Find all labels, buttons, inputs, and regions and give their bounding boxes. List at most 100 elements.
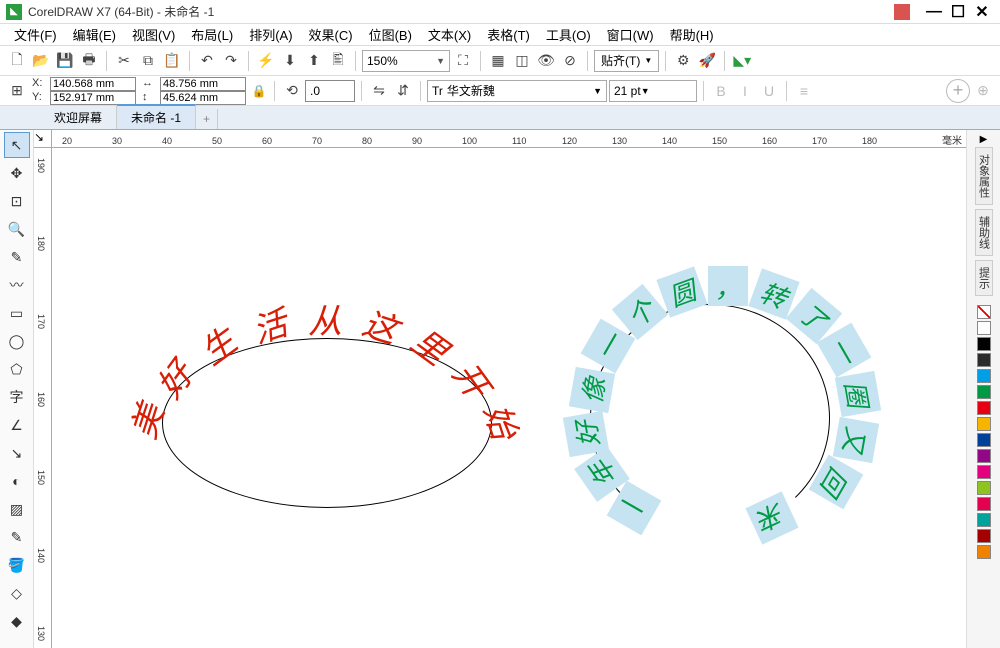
tab-welcome[interactable]: 欢迎屏幕	[40, 106, 117, 129]
pick-tool[interactable]: ↖	[4, 132, 30, 158]
launch-button[interactable]: 🚀	[696, 50, 718, 72]
underline-button[interactable]: U	[758, 80, 780, 102]
save-button[interactable]: 💾	[54, 50, 76, 72]
fill-tool[interactable]: 🪣	[4, 552, 30, 578]
close-button[interactable]: ✕	[970, 2, 994, 22]
lock-ratio-button[interactable]: 🔒	[250, 77, 268, 105]
tab-document[interactable]: 未命名 -1	[117, 104, 196, 129]
tab-add[interactable]: +	[196, 109, 218, 129]
color-swatch[interactable]	[977, 401, 991, 415]
color-swatch[interactable]	[977, 545, 991, 559]
menu-item[interactable]: 表格(T)	[481, 23, 536, 46]
export-button[interactable]: ⬆	[303, 50, 325, 72]
cut-button[interactable]: ✂	[113, 50, 135, 72]
ruler-corner[interactable]: ↘	[34, 130, 52, 148]
shape-tool[interactable]: ✥	[4, 160, 30, 186]
zoom-tool[interactable]: 🔍	[4, 216, 30, 242]
docker-hints[interactable]: 提示	[975, 260, 993, 296]
copy-button[interactable]: ⧉	[137, 50, 159, 72]
color-swatch[interactable]	[977, 385, 991, 399]
property-menu-button[interactable]: ⊕	[972, 80, 994, 102]
color-swatch[interactable]	[977, 369, 991, 383]
fontsize-select[interactable]: 21 pt ▼	[609, 80, 697, 102]
publish-button[interactable]: 🖺	[327, 50, 349, 72]
color-swatch[interactable]	[977, 433, 991, 447]
transparency-tool[interactable]: ▨	[4, 496, 30, 522]
mirror-h-button[interactable]: ⇋	[368, 80, 390, 102]
color-swatch[interactable]	[977, 321, 991, 335]
crop-tool[interactable]: ⊡	[4, 188, 30, 214]
smart-fill-tool[interactable]: ◆	[4, 608, 30, 634]
mirror-v-button[interactable]: ⇵	[392, 80, 414, 102]
color-swatch[interactable]	[977, 465, 991, 479]
rotation-input[interactable]: .0	[305, 80, 355, 102]
x-input[interactable]: 140.568 mm	[50, 77, 136, 91]
undo-button[interactable]: ↶	[196, 50, 218, 72]
path-text-char[interactable]: 圈	[835, 371, 881, 417]
menu-item[interactable]: 文本(X)	[422, 23, 477, 46]
font-select[interactable]: Tr 华文新魏 ▼	[427, 80, 607, 102]
path-text-char[interactable]: 这	[357, 296, 404, 353]
path-text-char[interactable]: ，	[708, 266, 748, 306]
color-swatch[interactable]	[977, 497, 991, 511]
grid-button[interactable]: ▦	[487, 50, 509, 72]
bold-button[interactable]: B	[710, 80, 732, 102]
print-button[interactable]: 🖶	[78, 50, 100, 72]
options-button[interactable]: ⚙	[672, 50, 694, 72]
color-swatch[interactable]	[977, 481, 991, 495]
panel-expand-icon[interactable]: ▶	[980, 134, 988, 145]
color-swatch[interactable]	[977, 337, 991, 351]
minimize-button[interactable]: —	[922, 3, 946, 21]
width-input[interactable]: 48.756 mm	[160, 77, 246, 91]
menu-item[interactable]: 文件(F)	[8, 23, 63, 46]
path-text-char[interactable]: 好	[563, 411, 609, 457]
paste-button[interactable]: 📋	[161, 50, 183, 72]
docker-guidelines[interactable]: 辅助线	[975, 209, 993, 256]
menu-item[interactable]: 工具(O)	[540, 23, 597, 46]
drop-shadow-tool[interactable]: ◐	[4, 468, 30, 494]
path-text-char[interactable]: 像	[569, 367, 615, 413]
canvas[interactable]: 美好生活从这里开始像一个圆，转了一圈又回来一年好	[52, 148, 966, 648]
redo-button[interactable]: ↷	[220, 50, 242, 72]
app-launcher-button[interactable]: ◣▾	[731, 50, 753, 72]
menu-item[interactable]: 排列(A)	[243, 23, 298, 46]
menu-item[interactable]: 效果(C)	[303, 23, 359, 46]
color-swatch[interactable]	[977, 529, 991, 543]
text-tool[interactable]: 字	[4, 384, 30, 410]
artistic-media-tool[interactable]: 〰	[4, 272, 30, 298]
y-input[interactable]: 152.917 mm	[50, 91, 136, 105]
menu-item[interactable]: 布局(L)	[185, 23, 239, 46]
menu-item[interactable]: 位图(B)	[363, 23, 418, 46]
menu-item[interactable]: 编辑(E)	[67, 23, 122, 46]
swatch-none[interactable]	[977, 305, 991, 319]
import-button[interactable]: ⬇	[279, 50, 301, 72]
color-swatch[interactable]	[977, 353, 991, 367]
fullscreen-button[interactable]: ⛶	[452, 50, 474, 72]
search-button[interactable]: ⚡	[255, 50, 277, 72]
color-swatch[interactable]	[977, 513, 991, 527]
menu-item[interactable]: 视图(V)	[126, 23, 181, 46]
add-property-button[interactable]: +	[946, 79, 970, 103]
color-swatch[interactable]	[977, 449, 991, 463]
rectangle-tool[interactable]: ▭	[4, 300, 30, 326]
color-swatch[interactable]	[977, 417, 991, 431]
eyedropper-tool[interactable]: ✎	[4, 524, 30, 550]
ellipse-tool[interactable]: ◯	[4, 328, 30, 354]
path-text-char[interactable]: 活	[245, 296, 292, 353]
maximize-button[interactable]: ☐	[946, 2, 970, 22]
italic-button[interactable]: I	[734, 80, 756, 102]
guides-button[interactable]: ◫	[511, 50, 533, 72]
parallel-dim-tool[interactable]: ∠	[4, 412, 30, 438]
connector-tool[interactable]: ↘	[4, 440, 30, 466]
menu-item[interactable]: 帮助(H)	[664, 23, 720, 46]
text-list-button[interactable]: ≡	[793, 80, 815, 102]
freehand-tool[interactable]: ✎	[4, 244, 30, 270]
path-text-char[interactable]: 又	[833, 417, 879, 463]
path-text-char[interactable]: 从	[308, 294, 342, 343]
user-avatar-icon[interactable]	[894, 4, 910, 20]
menu-item[interactable]: 窗口(W)	[601, 23, 660, 46]
snap-off-button[interactable]: ⊘	[559, 50, 581, 72]
open-button[interactable]: 📂	[30, 50, 52, 72]
outline-tool[interactable]: ◇	[4, 580, 30, 606]
polygon-tool[interactable]: ⬠	[4, 356, 30, 382]
